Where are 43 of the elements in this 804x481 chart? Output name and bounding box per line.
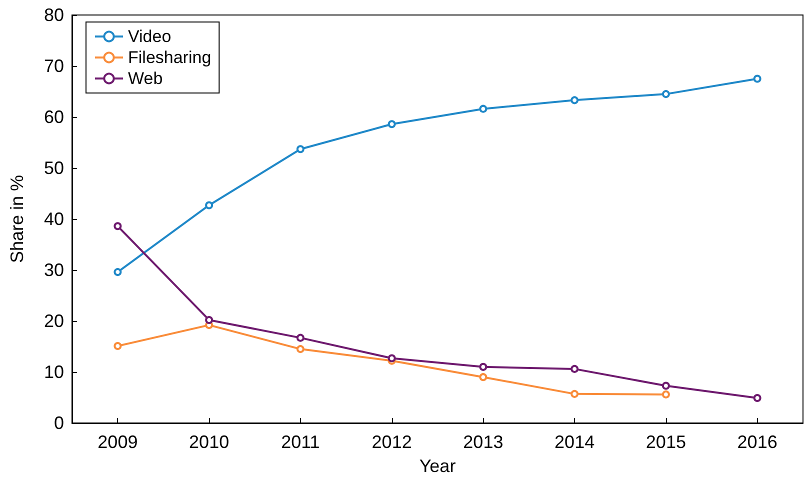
x-tick-label: 2015 (646, 432, 686, 452)
y-tick-label: 20 (44, 311, 64, 331)
point (114, 268, 122, 276)
y-tick-label: 70 (44, 56, 64, 76)
x-tick-label: 2013 (463, 432, 504, 452)
y-axis-title: Share in % (7, 174, 27, 264)
point (296, 345, 304, 354)
point (296, 334, 304, 342)
point (662, 382, 670, 390)
point (479, 362, 488, 371)
point (205, 316, 214, 324)
point (570, 390, 579, 398)
x-axis-title: Year (419, 456, 456, 476)
legend-label: Video (128, 27, 172, 46)
point (388, 120, 396, 128)
x-tick-label: 2012 (372, 432, 412, 452)
legend-label: Web (128, 69, 163, 88)
x-tick-label: 2009 (98, 432, 138, 452)
point (114, 342, 122, 350)
point (479, 104, 488, 113)
legend-label: Filesharing (128, 48, 212, 67)
y-tick-label: 40 (44, 209, 64, 229)
point (662, 390, 670, 398)
y-tick-label: 0 (54, 413, 64, 433)
point (296, 145, 304, 154)
y-tick-label: 80 (44, 5, 64, 25)
y-tick-label: 60 (44, 107, 64, 127)
point (205, 201, 214, 210)
x-tick-label: 2016 (737, 432, 778, 452)
y-tick-label: 50 (44, 158, 64, 178)
point (388, 354, 396, 362)
point (114, 222, 122, 230)
point (662, 90, 670, 98)
x-tick-label: 2010 (189, 432, 230, 452)
x-tick-label: 2011 (281, 432, 320, 452)
point (570, 364, 579, 373)
point (753, 394, 762, 402)
point (753, 74, 762, 83)
x-tick-label: 2014 (554, 432, 595, 452)
y-tick-label: 30 (44, 260, 64, 280)
point (479, 373, 488, 382)
point (570, 96, 579, 104)
y-tick-label: 10 (44, 362, 64, 382)
